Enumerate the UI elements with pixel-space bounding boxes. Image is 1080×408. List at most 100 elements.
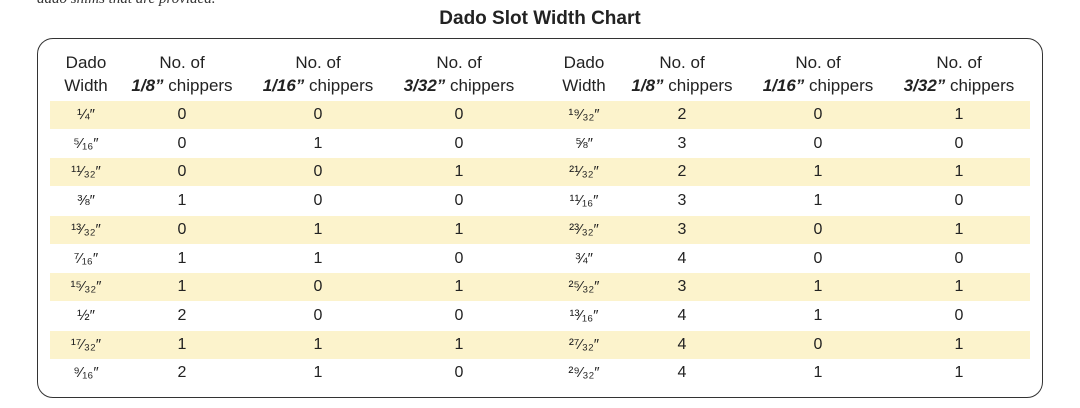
table-cell: ²⁹⁄₃₂″ (568, 364, 600, 382)
header-unit: chippers (309, 76, 374, 95)
header-top: No. of (795, 53, 841, 72)
header-unit: chippers (809, 76, 874, 95)
header-bottom: 3/32” chippers (884, 75, 1034, 97)
table-cell: 0 (177, 163, 187, 181)
header-size: 3/32” (403, 76, 446, 95)
header-size: 1/16” (762, 76, 805, 95)
table-cell: 0 (454, 106, 464, 123)
table-cell: 0 (813, 106, 823, 123)
table-cell: 2 (677, 106, 687, 123)
table-cell: 3 (677, 220, 687, 238)
table-cell: 1 (454, 163, 464, 181)
table-cell: 1 (954, 278, 964, 296)
table-cell: 0 (454, 192, 464, 210)
header-top: No. of (159, 53, 205, 72)
table-cell: 0 (454, 134, 464, 152)
table-cell: 1 (313, 249, 323, 267)
table-cell: 1 (454, 220, 464, 238)
table-cell: 0 (954, 306, 964, 324)
header-top: No. of (936, 53, 982, 72)
table-cell: 0 (813, 249, 823, 267)
table-cell: 1 (313, 220, 323, 238)
table-cell: ²⁷⁄₃₂″ (568, 335, 600, 353)
header-size: 3/32” (903, 76, 946, 95)
table-cell: 1 (313, 364, 323, 382)
table-cell: ⁹⁄₁₆″ (73, 364, 99, 382)
table-cell: 1 (813, 163, 823, 181)
table-cell: 1 (177, 192, 187, 210)
table-cell: 0 (313, 106, 323, 123)
table-cell: 0 (313, 306, 323, 324)
table-cell: 1 (813, 306, 823, 324)
header-bottom: Width (509, 75, 659, 97)
table-cell: 0 (813, 134, 823, 152)
header-bottom: 1/8” chippers (107, 75, 257, 97)
header-size: 1/8” (131, 76, 164, 95)
table-cell: 1 (813, 278, 823, 296)
table-cell: 1 (954, 163, 964, 181)
table-cell: 0 (177, 106, 187, 123)
table-cell: 0 (954, 249, 964, 267)
table-cell: 1 (313, 335, 323, 353)
table-cell: 1 (177, 335, 187, 353)
table-cell: 1 (454, 335, 464, 353)
header-unit: chippers (168, 76, 233, 95)
header-top: Dado (65, 53, 107, 72)
header-top: No. of (659, 53, 705, 72)
table-cell: 3 (677, 278, 687, 296)
row-band (50, 273, 1030, 302)
table-cell: 0 (177, 220, 187, 238)
header-size: 1/16” (262, 76, 305, 95)
table-cell: 1 (954, 106, 964, 123)
header-bottom: 1/16” chippers (243, 75, 393, 97)
table-cell: 0 (313, 278, 323, 296)
table-cell: ¹³⁄₁₆″ (569, 306, 599, 324)
table-cell: 0 (313, 163, 323, 181)
table-cell: ¹⁷⁄₃₂″ (70, 335, 102, 353)
table-cell: ¾″ (575, 249, 593, 267)
table-cell: ⁵⁄₁₆″ (73, 134, 99, 152)
table-cell: 0 (954, 134, 964, 152)
table-cell: 0 (454, 306, 464, 324)
table-cell: 1 (954, 335, 964, 353)
table-cell: 3 (677, 192, 687, 210)
table-cell: 0 (454, 364, 464, 382)
table-cell: ¹¹⁄₁₆″ (569, 192, 599, 210)
table-cell: ½″ (77, 306, 95, 324)
header-unit: chippers (668, 76, 733, 95)
header-unit: chippers (450, 76, 515, 95)
table-cell: 1 (813, 364, 823, 382)
table-cell: 1 (313, 134, 323, 152)
table-cell: 4 (677, 364, 687, 382)
row-band (50, 330, 1030, 359)
header-bottom: 1/8” chippers (607, 75, 757, 97)
table-cell: ¹⁵⁄₃₂″ (70, 278, 102, 296)
table-frame (37, 38, 1043, 398)
header-unit: Width (64, 76, 108, 95)
table-cell: 0 (177, 134, 187, 152)
header-bottom: Width (11, 75, 161, 97)
table-cell: 1 (177, 278, 187, 296)
table-cell: 1 (454, 278, 464, 296)
header-bottom: 1/16” chippers (743, 75, 893, 97)
table-cell: 1 (177, 249, 187, 267)
table-cell: 1 (813, 192, 823, 210)
row-band (50, 158, 1030, 187)
table-cell: 4 (677, 306, 687, 324)
table-cell: 2 (677, 163, 687, 181)
row-band (50, 215, 1030, 244)
table-cell: ¹⁹⁄₃₂″ (568, 106, 600, 123)
table-cell: ⅜″ (77, 192, 95, 210)
table-cell: 4 (677, 335, 687, 353)
table-cell: 2 (177, 306, 187, 324)
header-unit: Width (562, 76, 606, 95)
caption-fragment: dado shims that are provided. (37, 0, 215, 8)
table-cell: 0 (954, 192, 964, 210)
table-cell: 0 (313, 192, 323, 210)
header-top: Dado (563, 53, 605, 72)
table-cell: 4 (677, 249, 687, 267)
title: Dado Slot Width Chart (439, 8, 641, 29)
table-cell: ¹³⁄₃₂″ (71, 220, 101, 238)
table-cell: 2 (177, 364, 187, 382)
